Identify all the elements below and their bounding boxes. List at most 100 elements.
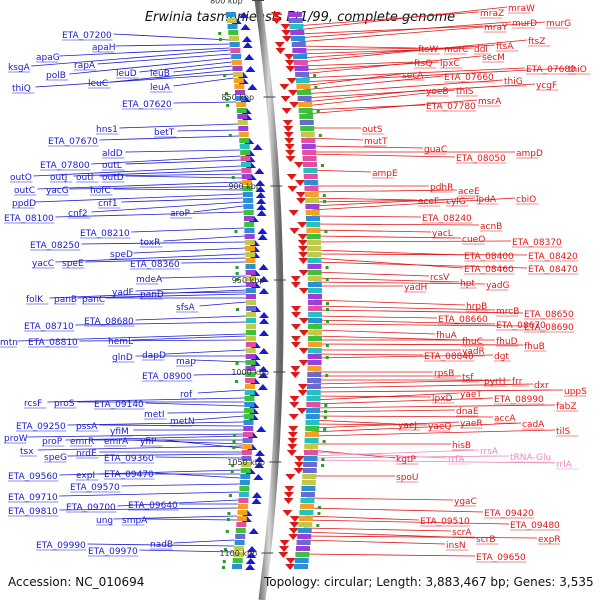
- gene-label[interactable]: pdhR: [430, 183, 453, 193]
- reverse-gene-arrow[interactable]: [248, 528, 259, 534]
- gene-label[interactable]: aceE: [458, 187, 480, 197]
- gene-label[interactable]: msrA: [478, 97, 502, 107]
- gene-label[interactable]: ETA_09990: [36, 541, 86, 551]
- gene-label[interactable]: speD: [110, 250, 133, 260]
- reverse-gene-arrow[interactable]: [238, 12, 249, 18]
- gene-label[interactable]: rrfA: [448, 455, 465, 465]
- forward-gene-arrow[interactable]: [286, 78, 297, 84]
- gene-label[interactable]: guaC: [424, 145, 447, 155]
- gene-label[interactable]: ETA_08050: [456, 154, 506, 164]
- forward-gene-arrow[interactable]: [283, 492, 294, 498]
- gene-label[interactable]: yadF: [112, 288, 134, 298]
- reverse-gene-arrow[interactable]: [252, 144, 263, 150]
- forward-gene-arrow[interactable]: [285, 150, 296, 156]
- gene-label[interactable]: outO: [10, 173, 32, 183]
- gene-label[interactable]: dapD: [142, 351, 166, 361]
- gene-label[interactable]: thiS: [456, 87, 474, 97]
- gene-label[interactable]: ETA_08470: [528, 265, 578, 275]
- forward-gene-arrow[interactable]: [278, 552, 289, 558]
- reverse-gene-arrow[interactable]: [254, 462, 265, 468]
- gene-label[interactable]: speG: [44, 453, 67, 463]
- gene-label[interactable]: ETA_09650: [476, 553, 526, 563]
- forward-gene-arrow[interactable]: [290, 276, 301, 282]
- gene-label[interactable]: ppdD: [12, 199, 36, 209]
- gene-label[interactable]: hpt: [460, 279, 475, 289]
- gene-label[interactable]: dgt: [494, 352, 509, 362]
- gene-label[interactable]: ETA_09420: [484, 509, 534, 519]
- gene-label[interactable]: outS: [362, 125, 383, 135]
- gene-label[interactable]: cueO: [462, 235, 485, 245]
- gene-label[interactable]: mraY: [484, 23, 508, 33]
- gene-label[interactable]: uppS: [564, 387, 587, 397]
- gene-label[interactable]: mraZ: [480, 9, 504, 19]
- gene-label[interactable]: yadR: [462, 347, 485, 357]
- forward-gene-arrow[interactable]: [282, 510, 293, 516]
- gene-label[interactable]: hisB: [452, 441, 471, 451]
- gene-label[interactable]: yacL: [432, 229, 453, 239]
- forward-gene-arrow[interactable]: [290, 282, 301, 288]
- gene-label[interactable]: fhuD: [496, 337, 518, 347]
- gene-label[interactable]: ETA_09710: [8, 493, 58, 503]
- gene-label[interactable]: ETA_09970: [88, 547, 138, 557]
- gene-label[interactable]: nadB: [150, 540, 173, 550]
- gene-label[interactable]: ETA_08840: [424, 352, 474, 362]
- forward-gene-arrow[interactable]: [293, 468, 304, 474]
- gene-label[interactable]: ampD: [516, 149, 543, 159]
- forward-gene-arrow[interactable]: [279, 540, 290, 546]
- forward-gene-arrow[interactable]: [289, 102, 300, 108]
- gene-label[interactable]: ETA_08400: [464, 252, 514, 262]
- forward-gene-arrow[interactable]: [284, 486, 295, 492]
- gene-label[interactable]: metI: [144, 410, 165, 420]
- gene-label[interactable]: apaG: [36, 53, 60, 63]
- reverse-gene-arrow[interactable]: [253, 474, 264, 480]
- gene-label[interactable]: yadG: [486, 281, 510, 291]
- gene-label[interactable]: ETA_09480: [510, 521, 560, 531]
- gene-label[interactable]: mraW: [508, 4, 535, 14]
- gene-label[interactable]: ETA_08460: [464, 265, 514, 275]
- gene-label[interactable]: fhuB: [524, 342, 545, 352]
- gene-label[interactable]: scrA: [452, 528, 472, 538]
- gene-label[interactable]: ETA_08990: [494, 395, 544, 405]
- gene-label[interactable]: map: [176, 357, 196, 367]
- gene-label[interactable]: aceF: [418, 197, 439, 207]
- forward-gene-arrow[interactable]: [294, 456, 305, 462]
- reverse-gene-arrow[interactable]: [259, 318, 270, 324]
- forward-gene-arrow[interactable]: [283, 126, 294, 132]
- gene-label[interactable]: sfsA: [176, 303, 196, 313]
- gene-label[interactable]: thiQ: [12, 84, 31, 94]
- reverse-gene-arrow[interactable]: [258, 330, 269, 336]
- gene-label[interactable]: leuB: [150, 69, 170, 79]
- gene-label[interactable]: ETA_08650: [524, 310, 574, 320]
- gene-label[interactable]: emrR: [70, 437, 94, 447]
- gene-label[interactable]: hns1: [96, 125, 118, 135]
- gene-label[interactable]: cnf1: [98, 199, 118, 209]
- gene-label[interactable]: expI: [76, 471, 95, 481]
- gene-label[interactable]: emrA: [104, 437, 129, 447]
- forward-gene-arrow[interactable]: [296, 198, 307, 204]
- forward-gene-arrow[interactable]: [298, 270, 309, 276]
- forward-gene-arrow[interactable]: [298, 348, 309, 354]
- reverse-gene-arrow[interactable]: [254, 456, 265, 462]
- gene-label[interactable]: proW: [4, 434, 28, 444]
- gene-label[interactable]: yfiP: [140, 437, 157, 447]
- gene-label[interactable]: ETA_07620: [122, 100, 172, 110]
- reverse-gene-arrow[interactable]: [244, 54, 255, 60]
- forward-gene-arrow[interactable]: [288, 528, 299, 534]
- forward-gene-arrow[interactable]: [295, 180, 306, 186]
- reverse-gene-arrow[interactable]: [255, 192, 266, 198]
- gene-label[interactable]: ETA_08210: [80, 229, 130, 239]
- gene-label[interactable]: rrsA: [480, 447, 499, 457]
- gene-label[interactable]: pssA: [76, 422, 98, 432]
- reverse-gene-arrow[interactable]: [258, 288, 269, 294]
- reverse-gene-arrow[interactable]: [258, 366, 269, 372]
- gene-label[interactable]: leuD: [116, 69, 137, 79]
- gene-label[interactable]: ycgF: [536, 81, 557, 91]
- gene-label[interactable]: panC: [82, 295, 105, 305]
- forward-gene-arrow[interactable]: [284, 60, 295, 66]
- gene-label[interactable]: cnf2: [68, 209, 88, 219]
- gene-label[interactable]: yacC: [32, 259, 54, 269]
- reverse-gene-arrow[interactable]: [255, 186, 266, 192]
- gene-label[interactable]: scrB: [476, 535, 496, 545]
- gene-label[interactable]: ung: [96, 516, 113, 526]
- gene-label[interactable]: outL: [102, 161, 122, 171]
